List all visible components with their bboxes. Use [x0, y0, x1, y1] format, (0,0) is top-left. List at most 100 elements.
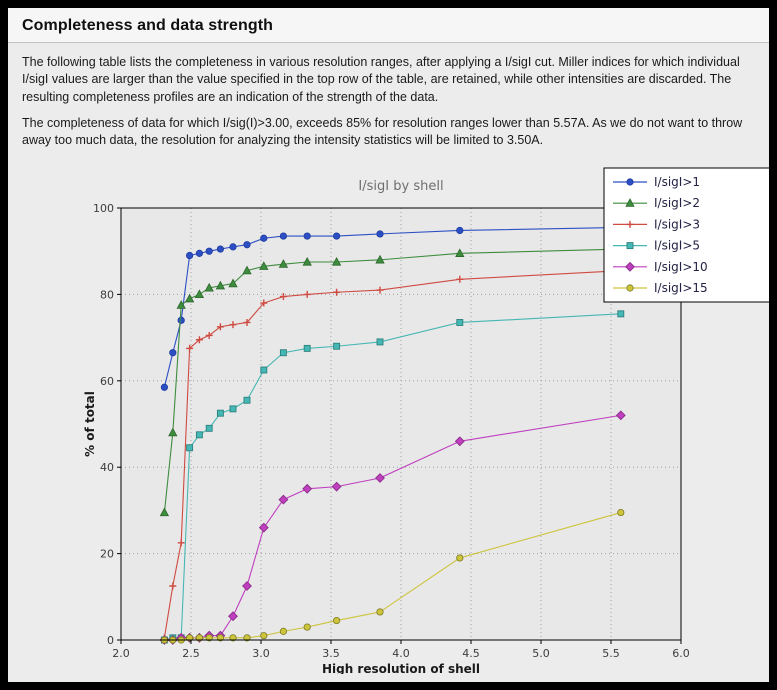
marker-square [205, 425, 213, 433]
marker-circle [160, 383, 168, 392]
page-header: Completeness and data strength [8, 8, 769, 42]
marker-circle [195, 250, 203, 258]
y-tick-label: 80 [100, 289, 114, 302]
marker-circle [205, 247, 213, 256]
legend-label: I/sigI>3 [654, 218, 700, 232]
marker-diamond [454, 436, 465, 447]
marker-circle [177, 316, 185, 325]
marker-circle [279, 628, 287, 636]
marker-circle [332, 232, 341, 240]
series-i-sigi-1 [160, 224, 625, 392]
completeness-chart-svg: 2.0 2.5 3.0 3.5 4.0 4.5 5.0 5.5 6.0 0 20 40 60 80 100 I… [83, 167, 769, 674]
legend-label: I/sigI>5 [654, 239, 700, 253]
completeness-chart: 2.0 2.5 3.0 3.5 4.0 4.5 5.0 5.5 6.0 0 20 40 60 80 100 I… [8, 158, 769, 674]
marker-triangle [215, 280, 226, 290]
marker-circle [229, 634, 237, 642]
marker-triangle [184, 293, 195, 303]
marker-circle [186, 252, 194, 260]
marker-triangle [159, 507, 170, 517]
marker-circle [216, 634, 224, 642]
y-tick-label: 60 [100, 375, 114, 388]
marker-square [303, 345, 311, 353]
marker-square [260, 366, 268, 374]
intro-paragraph-2: The completeness of data for which I/sig… [22, 115, 743, 147]
legend-item: I/sigI>15 [613, 281, 708, 295]
marker-circle [216, 245, 224, 253]
marker-diamond [615, 410, 626, 421]
marker-plus [456, 276, 464, 284]
marker-plus [205, 332, 213, 340]
marker-square [229, 405, 237, 413]
x-tick-label: 3.5 [322, 647, 340, 660]
legend-item: I/sigI>10 [613, 260, 708, 274]
marker-plus [229, 321, 237, 329]
y-axis-label: % of total [83, 391, 97, 457]
axis-ticks: 2.0 2.5 3.0 3.5 4.0 4.5 5.0 5.5 6.0 0 20 40 60 80 100 [93, 202, 690, 660]
legend-label: I/sigI>1 [654, 175, 700, 189]
marker-triangle [259, 261, 269, 271]
x-tick-label: 4.0 [392, 647, 410, 660]
marker-plus [195, 336, 203, 344]
marker-diamond [278, 494, 289, 505]
marker-circle [456, 227, 464, 235]
y-tick-label: 100 [93, 202, 114, 215]
x-tick-label: 3.0 [252, 647, 270, 660]
y-tick-label: 0 [107, 634, 114, 647]
marker-triangle [194, 289, 205, 299]
marker-circle [626, 284, 634, 292]
legend-item: I/sigI>2 [613, 196, 700, 210]
marker-square [333, 343, 341, 350]
marker-circle [205, 634, 213, 642]
marker-plus [303, 291, 311, 299]
marker-square [626, 242, 634, 250]
marker-triangle [625, 198, 635, 208]
marker-square [617, 310, 625, 318]
marker-plus [333, 288, 341, 296]
marker-plus [260, 299, 268, 307]
marker-diamond [375, 473, 385, 484]
marker-plus [243, 319, 251, 327]
page-title: Completeness and data strength [22, 17, 274, 34]
marker-triangle [242, 265, 252, 275]
intro-text: The following table lists the completene… [8, 43, 769, 149]
marker-plus [186, 345, 194, 353]
legend-item: I/sigI>3 [613, 218, 700, 232]
series-line [164, 313, 621, 641]
marker-square [216, 409, 224, 417]
x-tick-label: 4.5 [462, 647, 480, 660]
marker-triangle [455, 248, 465, 258]
series-line [163, 227, 621, 388]
marker-triangle [278, 259, 289, 269]
marker-square [376, 338, 384, 346]
marker-square [279, 349, 287, 357]
marker-diamond [258, 522, 269, 533]
legend-label: I/sigI>10 [654, 260, 708, 274]
marker-circle [303, 232, 311, 240]
report-page: Completeness and data strength The follo… [8, 8, 769, 682]
marker-circle [456, 554, 464, 562]
chart-title: I/sigI by shell [358, 179, 443, 194]
legend-item: I/sigI>5 [613, 239, 700, 253]
marker-circle [169, 349, 177, 357]
x-tick-label: 5.0 [532, 647, 550, 660]
series-i-sigi-15 [160, 509, 625, 644]
marker-circle [229, 243, 237, 251]
marker-triangle [168, 427, 178, 437]
marker-square [456, 319, 464, 327]
marker-triangle [331, 257, 342, 266]
marker-plus [626, 221, 634, 229]
marker-circle [303, 623, 311, 631]
marker-square [243, 397, 251, 404]
x-tick-label: 5.5 [602, 647, 620, 660]
marker-circle [260, 234, 268, 243]
series-line [164, 512, 621, 641]
legend-label: I/sigI>15 [654, 281, 708, 295]
marker-plus [376, 286, 384, 294]
marker-diamond [302, 484, 313, 494]
marker-circle [195, 634, 203, 642]
marker-circle [376, 230, 384, 238]
marker-triangle [375, 255, 385, 264]
marker-triangle [302, 257, 312, 266]
marker-plus [177, 539, 185, 547]
header-divider [8, 42, 769, 43]
